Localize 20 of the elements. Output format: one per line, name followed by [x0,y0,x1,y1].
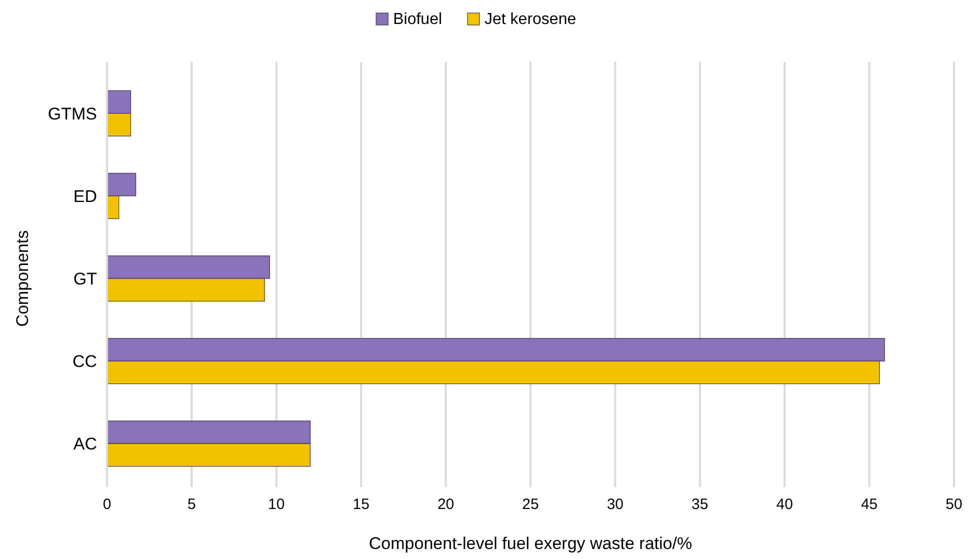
x-tick-label: 50 [946,496,962,513]
legend-label: Jet kerosene [484,11,576,28]
x-tick-label: 5 [188,496,196,513]
x-tick-label: 20 [437,496,454,513]
x-axis-title: Component-level fuel exergy waste ratio/% [368,534,692,553]
x-tick-label: 15 [352,496,370,513]
x-tick-label: 25 [522,496,539,513]
x-tick-label: 30 [606,496,624,513]
x-tick-label: 45 [860,496,878,513]
y-axis-title: Components [13,230,32,327]
y-tick-label: AC [73,434,97,454]
x-tick-label: 35 [692,496,708,513]
x-tick-label: 0 [102,496,112,513]
legend-label: Biofuel [393,11,442,28]
x-tick-label: 10 [268,496,285,513]
y-tick-label: ED [73,186,97,206]
x-tick-label: 40 [776,496,793,513]
y-tick-label: GT [73,269,97,288]
y-tick-label: GTMS [48,104,97,124]
y-tick-label: CC [72,352,97,372]
